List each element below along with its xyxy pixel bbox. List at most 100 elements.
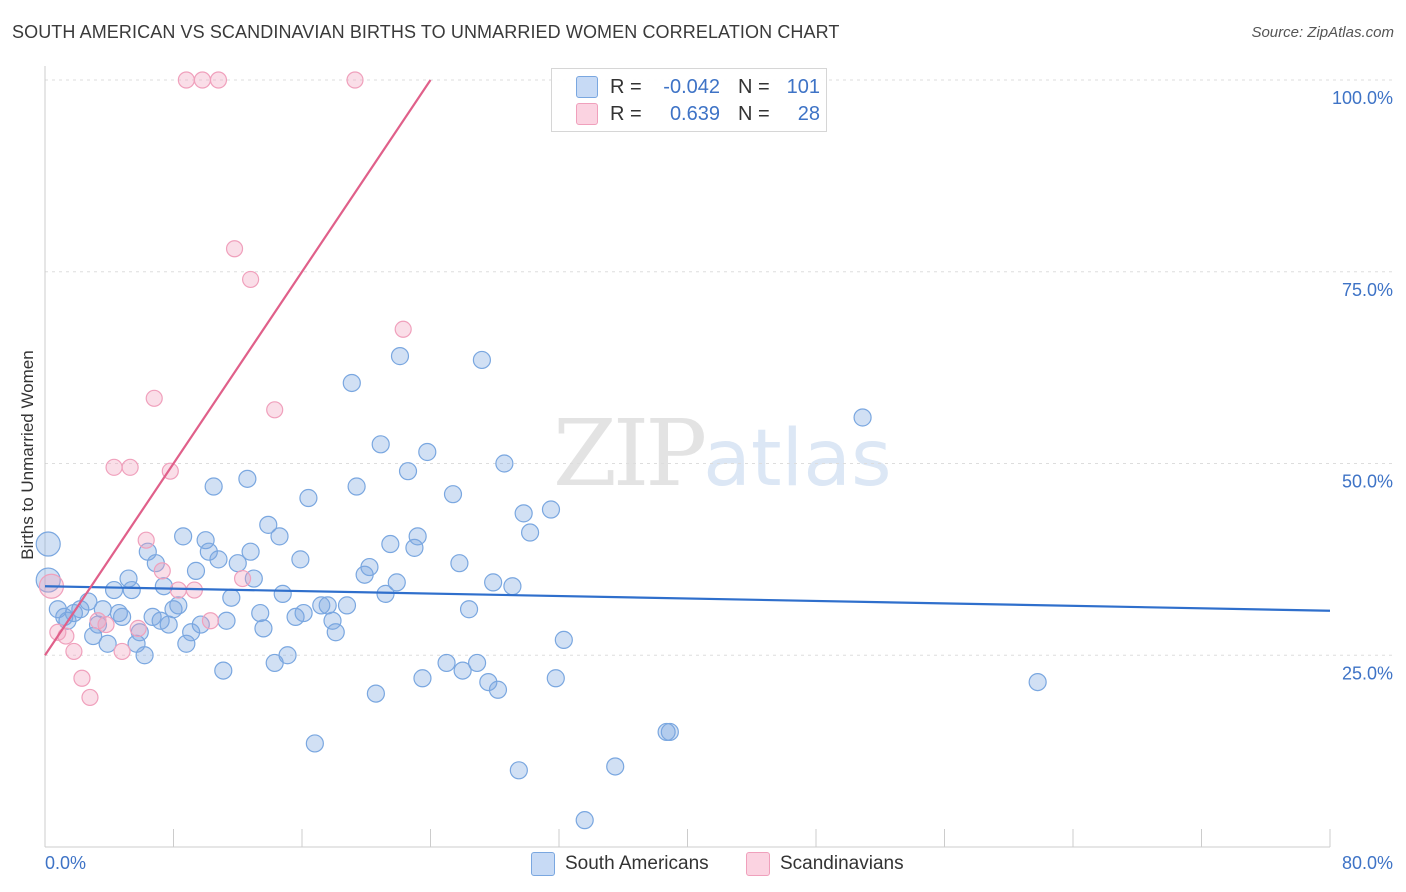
point-south-american (326, 623, 345, 642)
legend-swatch-blue (576, 76, 598, 98)
series-legend: South Americans Scandinavians (0, 852, 1406, 878)
point-scandinavian (233, 569, 252, 588)
chart-title: SOUTH AMERICAN VS SCANDINAVIAN BIRTHS TO… (12, 22, 840, 42)
legend-r-value: 0.639 (669, 102, 720, 125)
trend-lines (44, 79, 1331, 656)
legend-r-label: R = (610, 102, 642, 125)
data-points (35, 71, 1047, 830)
watermark-zip: ZIP (553, 400, 707, 507)
point-south-american (278, 646, 297, 665)
point-south-american (154, 577, 173, 596)
point-south-american (305, 734, 324, 753)
y-tick-label: 100.0% (1332, 88, 1393, 108)
point-scandinavian (201, 612, 220, 630)
point-scandinavian (193, 71, 212, 89)
point-south-american (437, 653, 456, 673)
point-south-american (381, 534, 400, 554)
point-south-american (509, 761, 528, 780)
legend-row-south-americans: R = -0.042 N = 101 (576, 74, 820, 100)
point-south-american (222, 588, 241, 607)
point-scandinavian (153, 562, 171, 580)
point-south-american (104, 580, 124, 600)
point-scandinavian (113, 642, 131, 661)
legend-n-label: N = (738, 75, 770, 98)
point-scandinavian (209, 71, 228, 89)
legend-item-south-americans: South Americans (531, 852, 709, 876)
point-south-american (204, 477, 223, 496)
point-south-american (299, 488, 318, 508)
point-south-american (98, 634, 117, 653)
point-south-american (443, 485, 463, 504)
legend-r-value: -0.042 (663, 75, 720, 98)
legend-item-scandinavians: Scandinavians (746, 852, 904, 876)
point-south-american (122, 580, 141, 600)
point-south-american (199, 542, 218, 561)
point-south-american (408, 527, 427, 546)
point-south-american (318, 596, 337, 615)
point-south-american (479, 672, 498, 692)
point-south-american (273, 584, 292, 603)
point-south-american (342, 373, 361, 393)
legend-swatch-pink (576, 103, 598, 125)
point-scandinavian (89, 612, 107, 630)
point-south-american (254, 619, 273, 638)
point-south-american (209, 550, 228, 569)
point-south-american (241, 542, 260, 561)
point-south-american (238, 469, 257, 488)
point-south-american (217, 611, 236, 630)
point-scandinavian (242, 270, 260, 289)
y-tick-label: 25.0% (1342, 663, 1393, 683)
point-south-american (196, 531, 215, 550)
point-south-american (467, 653, 487, 673)
point-south-american (541, 500, 561, 519)
legend-label-scandinavians: Scandinavians (780, 853, 904, 874)
point-south-american (214, 661, 233, 680)
point-south-american (390, 347, 410, 366)
point-scandinavian (97, 615, 115, 634)
trend-line-south-americans (44, 585, 1331, 612)
point-south-american (270, 527, 289, 546)
point-south-american (575, 811, 594, 830)
point-south-american (450, 554, 469, 573)
point-south-american (459, 600, 479, 619)
axes (44, 66, 1331, 848)
point-south-american (503, 577, 522, 596)
correlation-legend: R = -0.042 N = 101 R = 0.639 N = 28 (551, 68, 827, 132)
point-south-american (495, 454, 514, 473)
x-tick-label: 0.0% (45, 853, 86, 873)
point-south-american (191, 615, 210, 634)
point-south-american (413, 669, 432, 688)
legend-n-value: 28 (797, 102, 820, 125)
point-south-american (251, 603, 270, 623)
point-south-american (337, 596, 357, 615)
point-scandinavian (177, 71, 195, 89)
point-south-american (853, 408, 872, 427)
watermark: ZIPatlas (553, 400, 892, 507)
point-scandinavian (394, 320, 412, 338)
legend-r-label: R = (610, 75, 642, 98)
y-tick-label: 50.0% (1342, 472, 1393, 492)
point-south-american (371, 435, 390, 454)
point-south-american (35, 531, 61, 557)
legend-n-label: N = (738, 102, 770, 125)
grid-lines (45, 79, 1392, 656)
point-south-american (323, 611, 342, 630)
point-south-american (182, 623, 201, 642)
point-south-american (418, 442, 437, 462)
legend-swatch-pink (746, 852, 770, 876)
point-south-american (514, 504, 533, 523)
point-south-american (398, 462, 418, 481)
point-south-american (177, 634, 196, 653)
point-south-american (294, 603, 313, 623)
point-scandinavian (73, 669, 91, 687)
legend-label-south-americans: South Americans (565, 853, 709, 874)
point-scandinavian (137, 531, 155, 549)
point-south-american (387, 573, 406, 592)
point-south-american (112, 607, 132, 627)
legend-row-scandinavians: R = 0.639 N = 28 (576, 101, 820, 127)
y-tick-label: 75.0% (1342, 280, 1393, 300)
point-scandinavian (266, 401, 284, 419)
point-south-american (366, 684, 385, 703)
point-south-american (174, 527, 193, 546)
legend-swatch-blue (531, 852, 555, 876)
